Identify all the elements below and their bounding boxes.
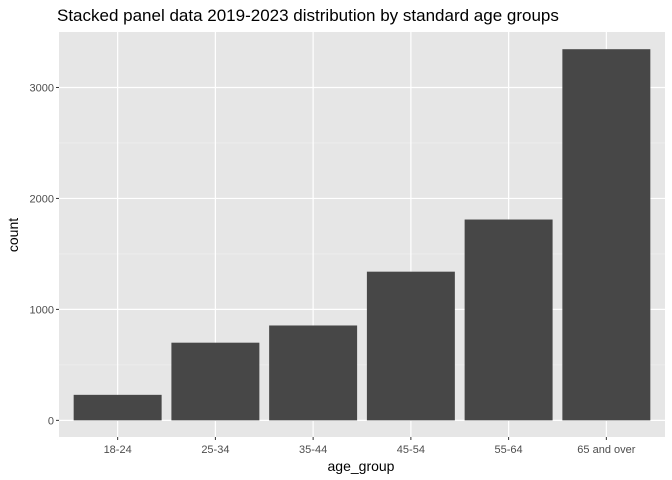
bar: [366, 271, 455, 421]
x-tick-label: 35-44: [299, 444, 327, 456]
bars: [73, 49, 651, 421]
x-tick-label: 55-64: [495, 444, 523, 456]
chart-title: Stacked panel data 2019-2023 distributio…: [57, 6, 559, 25]
x-tick-label: 18-24: [104, 444, 132, 456]
y-tick-label: 1000: [30, 304, 54, 316]
x-tick-label: 45-54: [397, 444, 425, 456]
bar: [464, 219, 553, 421]
y-tick-label: 0: [48, 415, 54, 427]
y-tick-label: 2000: [30, 193, 54, 205]
bar: [562, 49, 651, 421]
y-tick-label: 3000: [30, 82, 54, 94]
y-axis: 0 1000 2000 3000: [30, 82, 59, 427]
x-axis: 18-24 25-34 35-44 45-54 55-64 65 and over: [104, 437, 636, 456]
bar: [73, 394, 162, 421]
bar: [171, 342, 260, 421]
x-axis-title: age_group: [328, 458, 395, 474]
x-tick-label: 65 and over: [577, 444, 635, 456]
x-tick-label: 25-34: [201, 444, 229, 456]
y-axis-title: count: [5, 218, 21, 252]
bar: [269, 325, 358, 421]
